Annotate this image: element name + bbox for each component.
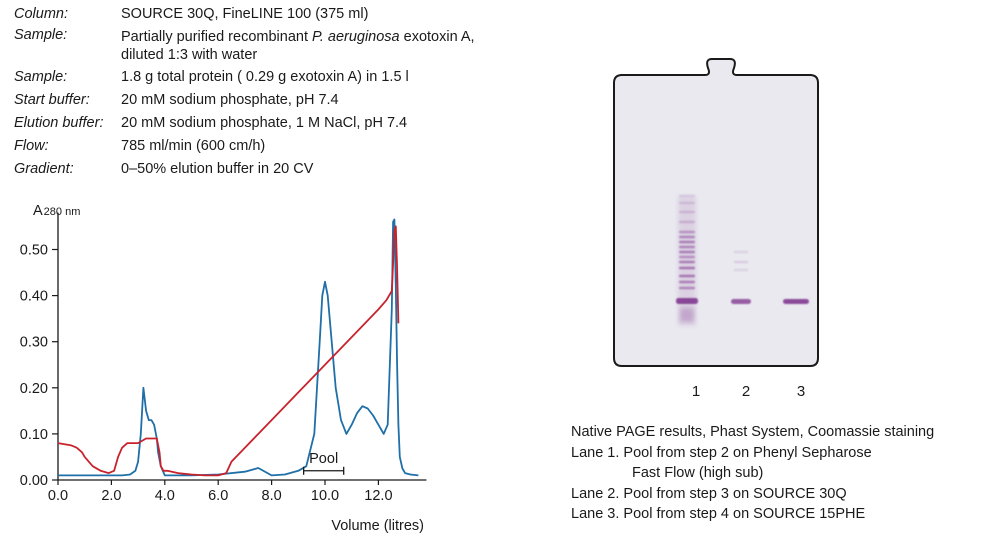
x-tick-label: 8.0 bbox=[262, 488, 282, 504]
gel-band bbox=[679, 255, 695, 259]
gel-caption: Native PAGE results, Phast System, Cooma… bbox=[571, 422, 934, 525]
param-label: Flow: bbox=[14, 138, 49, 154]
gel-band bbox=[679, 250, 695, 254]
param-value-line: diluted 1:3 with water bbox=[121, 47, 258, 63]
caption-lane-2: Lane 2. Pool from step 3 on SOURCE 30Q bbox=[571, 485, 847, 502]
x-tick-label: 4.0 bbox=[155, 488, 175, 504]
y-tick-label: 0.30 bbox=[20, 335, 48, 351]
pool-label: Pool bbox=[309, 451, 338, 467]
lane-2-main-band bbox=[731, 299, 751, 304]
gel-band bbox=[679, 286, 695, 290]
x-tick-label: 10.0 bbox=[311, 488, 339, 504]
caption-lane-3: Lane 3. Pool from step 4 on SOURCE 15PHE bbox=[571, 506, 866, 522]
series-absorbance-line bbox=[58, 218, 419, 477]
y-tick-label: 0.00 bbox=[20, 473, 48, 489]
gel-band bbox=[679, 245, 695, 249]
chromatogram-chart: 0.0 2.0 4.0 6.0 8.0 10.0 12.0 0.00 0.10 0.20 0.30 0… bbox=[20, 203, 427, 534]
series-gradient-line bbox=[57, 225, 400, 477]
param-label: Column: bbox=[14, 6, 68, 22]
gel-bands bbox=[676, 194, 809, 326]
param-label: Sample: bbox=[14, 27, 68, 43]
gel-band bbox=[734, 260, 748, 264]
y-tick-label: 0.20 bbox=[20, 381, 48, 397]
param-value: Partially purified recombinant P. aerugi… bbox=[121, 28, 475, 64]
caption-title: Native PAGE results, Phast System, Cooma… bbox=[571, 424, 935, 440]
x-axis-label: Volume (litres) bbox=[331, 518, 424, 534]
param-value: 1.8 g total protein ( 0.29 g exotoxin A)… bbox=[121, 69, 409, 85]
gel-band bbox=[734, 268, 748, 272]
param-value: 20 mM sodium phosphate, 1 M NaCl, pH 7.4 bbox=[121, 115, 408, 131]
param-value: 0–50% elution buffer in 20 CV bbox=[121, 161, 314, 177]
param-label: Gradient: bbox=[14, 161, 74, 177]
chart-annotations: Pool bbox=[302, 451, 345, 475]
x-tick-label: 0.0 bbox=[48, 488, 68, 504]
y-tick-label: 0.50 bbox=[20, 243, 48, 259]
gel-band bbox=[679, 240, 695, 244]
gel-band bbox=[734, 250, 748, 254]
gel-band bbox=[679, 260, 695, 264]
gel-band bbox=[679, 230, 695, 234]
param-label: Sample: bbox=[14, 69, 68, 85]
gel-band bbox=[679, 235, 695, 239]
lane-3-main-band bbox=[783, 299, 809, 304]
x-tick-label: 2.0 bbox=[101, 488, 121, 504]
gel-band bbox=[679, 194, 695, 198]
chart-axes: 0.0 2.0 4.0 6.0 8.0 10.0 12.0 0.00 0.10 0.20 0.30 0… bbox=[20, 203, 427, 534]
gel-band bbox=[679, 210, 695, 214]
param-label: Elution buffer: bbox=[14, 115, 104, 131]
y-tick-label: 0.10 bbox=[20, 427, 48, 443]
caption-lane-1-continued: Fast Flow (high sub) bbox=[632, 465, 764, 481]
gel-outline bbox=[613, 58, 819, 367]
lane-label-1: 1 bbox=[691, 383, 701, 400]
caption-lane-1: Lane 1. Pool from step 2 on Phenyl Sepha… bbox=[571, 444, 872, 461]
gel-band bbox=[679, 280, 695, 284]
gel-band bbox=[679, 201, 695, 205]
param-value: 785 ml/min (600 cm/h) bbox=[121, 138, 266, 154]
native-page-gel bbox=[613, 58, 819, 367]
lane-label-2: 2 bbox=[741, 383, 751, 400]
lane-label-3: 3 bbox=[796, 383, 806, 400]
gel-band bbox=[679, 220, 695, 224]
lane-1-lower-smear bbox=[680, 308, 694, 322]
y-axis-label: A280 nm bbox=[33, 203, 80, 219]
chart-series bbox=[57, 218, 419, 477]
gel-band bbox=[679, 266, 695, 270]
x-tick-label: 6.0 bbox=[208, 488, 228, 504]
y-tick-label: 0.40 bbox=[20, 289, 48, 305]
param-value: 20 mM sodium phosphate, pH 7.4 bbox=[121, 92, 339, 108]
param-value-line: Partially purified recombinant P. aerugi… bbox=[121, 29, 475, 45]
param-label: Start buffer: bbox=[14, 92, 90, 108]
param-value: SOURCE 30Q, FineLINE 100 (375 ml) bbox=[121, 6, 369, 22]
gel-band bbox=[679, 274, 695, 278]
x-tick-label: 12.0 bbox=[364, 488, 392, 504]
lane-1-main-band bbox=[676, 298, 698, 304]
